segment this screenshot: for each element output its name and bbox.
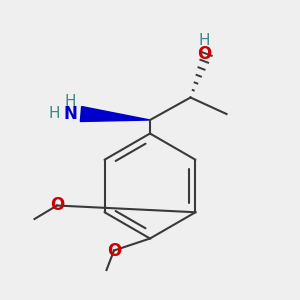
Text: O: O bbox=[107, 242, 121, 260]
Text: H: H bbox=[48, 106, 60, 122]
Polygon shape bbox=[80, 106, 150, 122]
Text: H: H bbox=[65, 94, 76, 110]
Text: O: O bbox=[50, 196, 64, 214]
Text: N: N bbox=[64, 105, 77, 123]
Text: O: O bbox=[197, 45, 211, 63]
Text: H: H bbox=[198, 33, 210, 48]
